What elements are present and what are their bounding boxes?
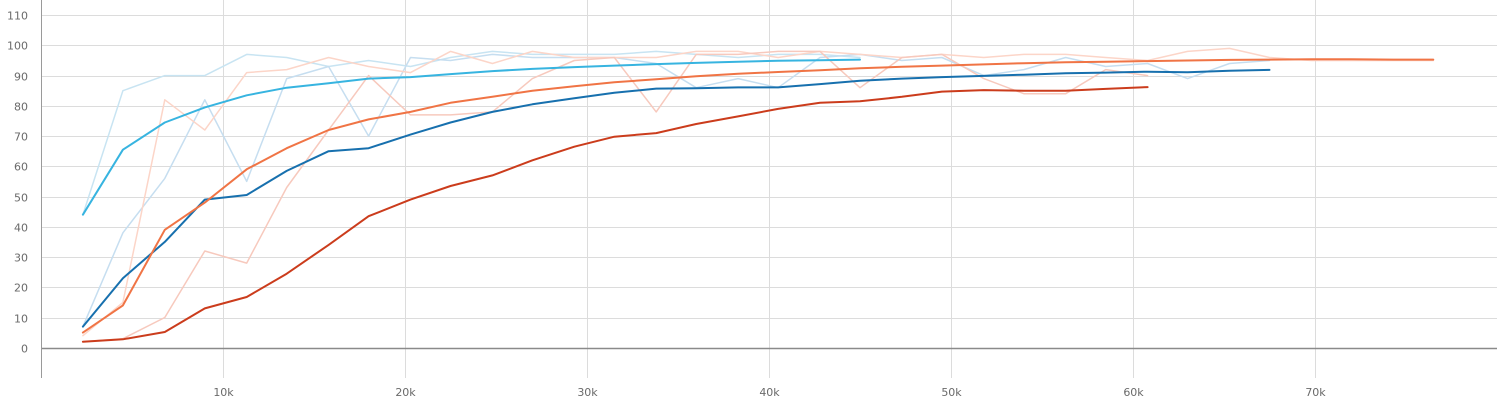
y-tick-label: 0 [21, 343, 28, 356]
x-tick-label: 30k [577, 386, 598, 399]
y-tick-label: 20 [14, 282, 28, 295]
y-tick-label: 70 [14, 131, 28, 144]
y-tick-label: 100 [7, 40, 28, 53]
y-tick-label: 90 [14, 71, 28, 84]
y-tick-label: 110 [7, 10, 28, 23]
series-line-1 [82, 50, 861, 216]
series-line-7 [81, 58, 1435, 334]
y-tick-label: 50 [14, 192, 28, 205]
series-line-5 [81, 58, 861, 216]
series-line-6 [81, 68, 1271, 328]
y-tick-label: 40 [14, 222, 28, 235]
axes: 0 10 20 30 40 50 60 70 80 90 100 110 10k 20k 30k 40k 50k… [7, 0, 1497, 399]
y-tick-label: 10 [14, 313, 28, 326]
y-tick-label: 60 [14, 161, 28, 174]
x-tick-label: 20k [395, 386, 416, 399]
x-tick-label: 70k [1305, 386, 1326, 399]
series-line-8 [81, 86, 1149, 343]
series-line-4 [82, 50, 1149, 343]
x-tick-label: 10k [213, 386, 234, 399]
series-line-2 [82, 53, 1271, 328]
series-line-3 [82, 47, 1435, 337]
y-tick-label: 30 [14, 252, 28, 265]
x-tick-label: 60k [1123, 386, 1144, 399]
x-tick-label: 40k [759, 386, 780, 399]
y-tick-label: 80 [14, 101, 28, 114]
series-lines [81, 47, 1435, 343]
x-tick-label: 50k [941, 386, 962, 399]
